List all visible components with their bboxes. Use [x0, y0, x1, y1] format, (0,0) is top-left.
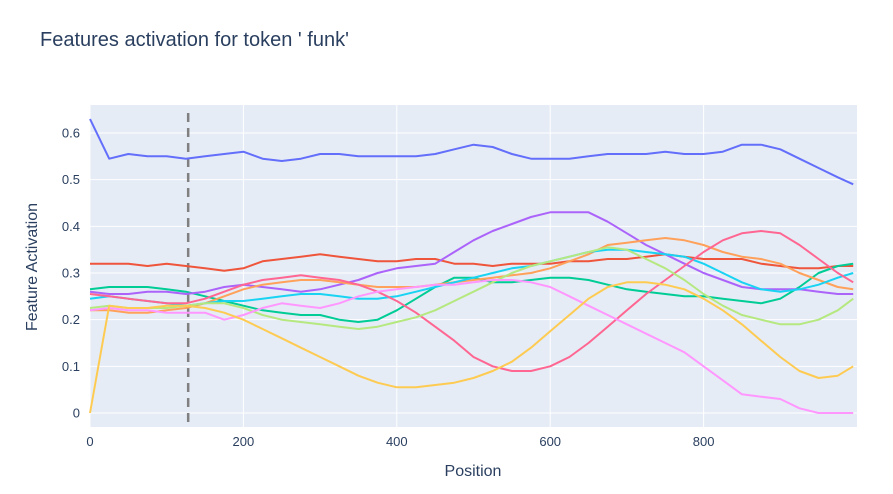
series-line-2	[90, 253, 854, 272]
series-line-7	[89, 230, 854, 372]
y-tick-label: 0.2	[62, 312, 80, 327]
series-line-8	[89, 246, 854, 330]
series-line-1	[89, 118, 854, 186]
y-tick-label: 0.1	[62, 359, 80, 374]
y-tick-label: 0	[73, 406, 80, 421]
y-axis-ticks: 0 0.1 0.2 0.3 0.4 0.5 0.6	[62, 126, 80, 421]
series-layer	[89, 118, 854, 414]
x-tick-label: 200	[233, 434, 255, 449]
grid-lines	[89, 105, 857, 427]
series-line-5	[90, 237, 854, 314]
series-line-4	[89, 211, 854, 295]
series-line-6	[89, 248, 854, 307]
chart-title: Features activation for token ' funk'	[40, 29, 349, 51]
y-tick-label: 0.6	[62, 126, 80, 141]
x-tick-label: 800	[693, 434, 715, 449]
y-tick-label: 0.4	[62, 219, 80, 234]
x-tick-label: 400	[386, 434, 408, 449]
x-axis-title: Position	[445, 463, 502, 480]
series-line-10	[89, 281, 854, 414]
x-axis-ticks: 0 200 400 600 800	[86, 434, 714, 449]
plot-area	[90, 105, 857, 427]
x-tick-label: 0	[86, 434, 93, 449]
y-tick-label: 0.5	[62, 172, 80, 187]
y-axis-title: Feature Activation	[24, 203, 41, 331]
y-tick-label: 0.3	[62, 266, 80, 281]
x-tick-label: 600	[539, 434, 561, 449]
series-line-9	[89, 279, 854, 414]
